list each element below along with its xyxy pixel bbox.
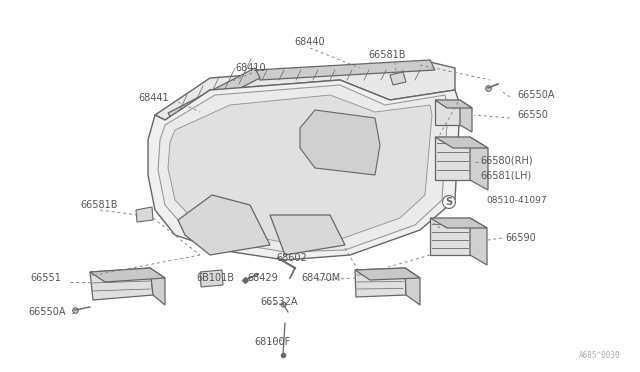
Polygon shape <box>435 100 460 125</box>
Text: 68470M: 68470M <box>301 273 340 283</box>
Polygon shape <box>435 137 470 180</box>
Text: 68602: 68602 <box>276 253 307 263</box>
Polygon shape <box>460 100 472 132</box>
Circle shape <box>301 104 309 112</box>
Polygon shape <box>470 137 488 190</box>
Text: 66550: 66550 <box>517 110 548 120</box>
Polygon shape <box>390 72 406 85</box>
Polygon shape <box>178 195 270 255</box>
Polygon shape <box>430 218 487 228</box>
Polygon shape <box>168 95 432 242</box>
Polygon shape <box>136 207 153 222</box>
Polygon shape <box>435 100 472 108</box>
Polygon shape <box>200 270 223 287</box>
Polygon shape <box>168 68 260 122</box>
Text: 66581(LH): 66581(LH) <box>480 170 531 180</box>
Text: 66581B: 66581B <box>368 50 406 60</box>
Polygon shape <box>155 62 455 120</box>
Text: 08510-41097: 08510-41097 <box>486 196 547 205</box>
Polygon shape <box>90 268 165 282</box>
Circle shape <box>286 106 294 114</box>
Text: 66590: 66590 <box>505 233 536 243</box>
Text: 66551: 66551 <box>30 273 61 283</box>
Polygon shape <box>355 268 406 297</box>
Circle shape <box>336 98 344 106</box>
Text: 66581B: 66581B <box>80 200 118 210</box>
Polygon shape <box>430 218 470 255</box>
Polygon shape <box>470 218 487 265</box>
Polygon shape <box>435 137 488 148</box>
Text: 66550A: 66550A <box>28 307 65 317</box>
Text: 66532A: 66532A <box>260 297 298 307</box>
Polygon shape <box>255 60 435 80</box>
Text: 66550A: 66550A <box>517 90 554 100</box>
Text: 68429: 68429 <box>247 273 278 283</box>
Text: A685^0030: A685^0030 <box>579 351 620 360</box>
Text: 68440: 68440 <box>294 37 325 47</box>
Polygon shape <box>405 268 420 305</box>
Polygon shape <box>158 85 448 252</box>
Polygon shape <box>150 268 165 305</box>
Polygon shape <box>270 215 345 255</box>
Polygon shape <box>355 268 420 280</box>
Polygon shape <box>300 110 380 175</box>
Text: 66580(RH): 66580(RH) <box>480 155 532 165</box>
Text: 6B101B: 6B101B <box>196 273 234 283</box>
Text: 68100F: 68100F <box>254 337 291 347</box>
Text: 68410: 68410 <box>235 63 266 73</box>
Polygon shape <box>90 268 153 300</box>
Polygon shape <box>148 80 460 260</box>
Text: S: S <box>445 197 452 207</box>
Text: 68441: 68441 <box>138 93 168 103</box>
